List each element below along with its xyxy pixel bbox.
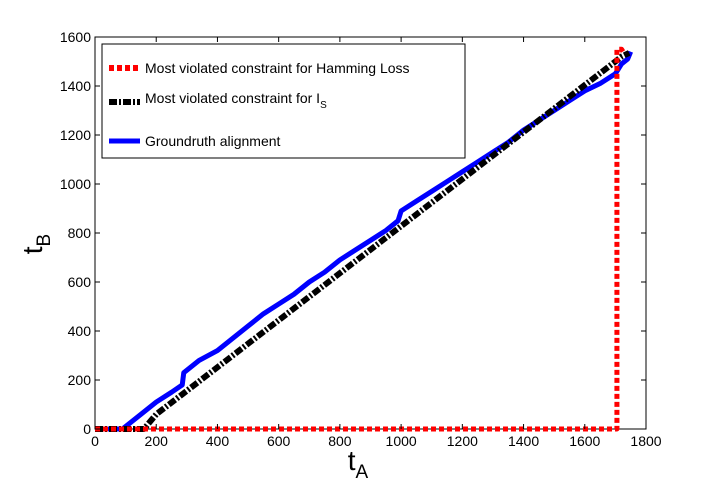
x-axis-title-sub: A <box>356 462 369 483</box>
x-tick-label: 1400 <box>508 433 539 449</box>
x-tick-label: 0 <box>91 433 99 449</box>
x-axis-title-main: t <box>348 445 356 476</box>
x-tick-label: 1600 <box>569 433 600 449</box>
y-tick-label: 1600 <box>60 29 91 45</box>
y-axis-title-main: t <box>17 246 48 254</box>
legend-label-is-main: Most violated constraint for I <box>145 90 320 106</box>
legend: Most violated constraint for Hamming Los… <box>101 43 466 159</box>
legend-label-groundtruth: Groundruth alignment <box>145 133 281 149</box>
y-axis-title-sub: B <box>34 234 55 247</box>
x-tick-label: 1200 <box>447 433 478 449</box>
series-line-1 <box>95 50 631 432</box>
legend-label-hamming: Most violated constraint for Hamming Los… <box>145 60 410 76</box>
y-tick-label: 0 <box>83 421 91 437</box>
legend-label-is-sub: S <box>320 100 327 111</box>
series-layer <box>95 46 634 432</box>
x-axis-ticks: 0 200 400 600 800 1000 1200 1400 1600 1800 <box>91 37 662 449</box>
y-axis-title: tB <box>17 234 55 254</box>
x-tick-label: 1800 <box>630 433 661 449</box>
x-tick-label: 400 <box>206 433 230 449</box>
y-tick-label: 1200 <box>60 127 91 143</box>
y-tick-label: 1400 <box>60 78 91 94</box>
x-tick-label: 800 <box>328 433 352 449</box>
x-axis-title: tA <box>348 445 369 483</box>
y-axis-ticks: 0 200 400 600 800 1000 1200 1400 1600 <box>60 29 646 437</box>
x-tick-label: 200 <box>145 433 169 449</box>
x-tick-label: 1000 <box>386 433 417 449</box>
legend-box <box>101 43 466 159</box>
y-tick-label: 200 <box>68 372 92 388</box>
y-tick-label: 400 <box>68 323 92 339</box>
series-line-0 <box>95 46 627 432</box>
y-tick-label: 1000 <box>60 176 91 192</box>
legend-label-is: Most violated constraint for IS <box>145 90 327 111</box>
y-tick-label: 600 <box>68 274 92 290</box>
x-tick-label: 600 <box>267 433 291 449</box>
y-tick-label: 800 <box>68 225 92 241</box>
